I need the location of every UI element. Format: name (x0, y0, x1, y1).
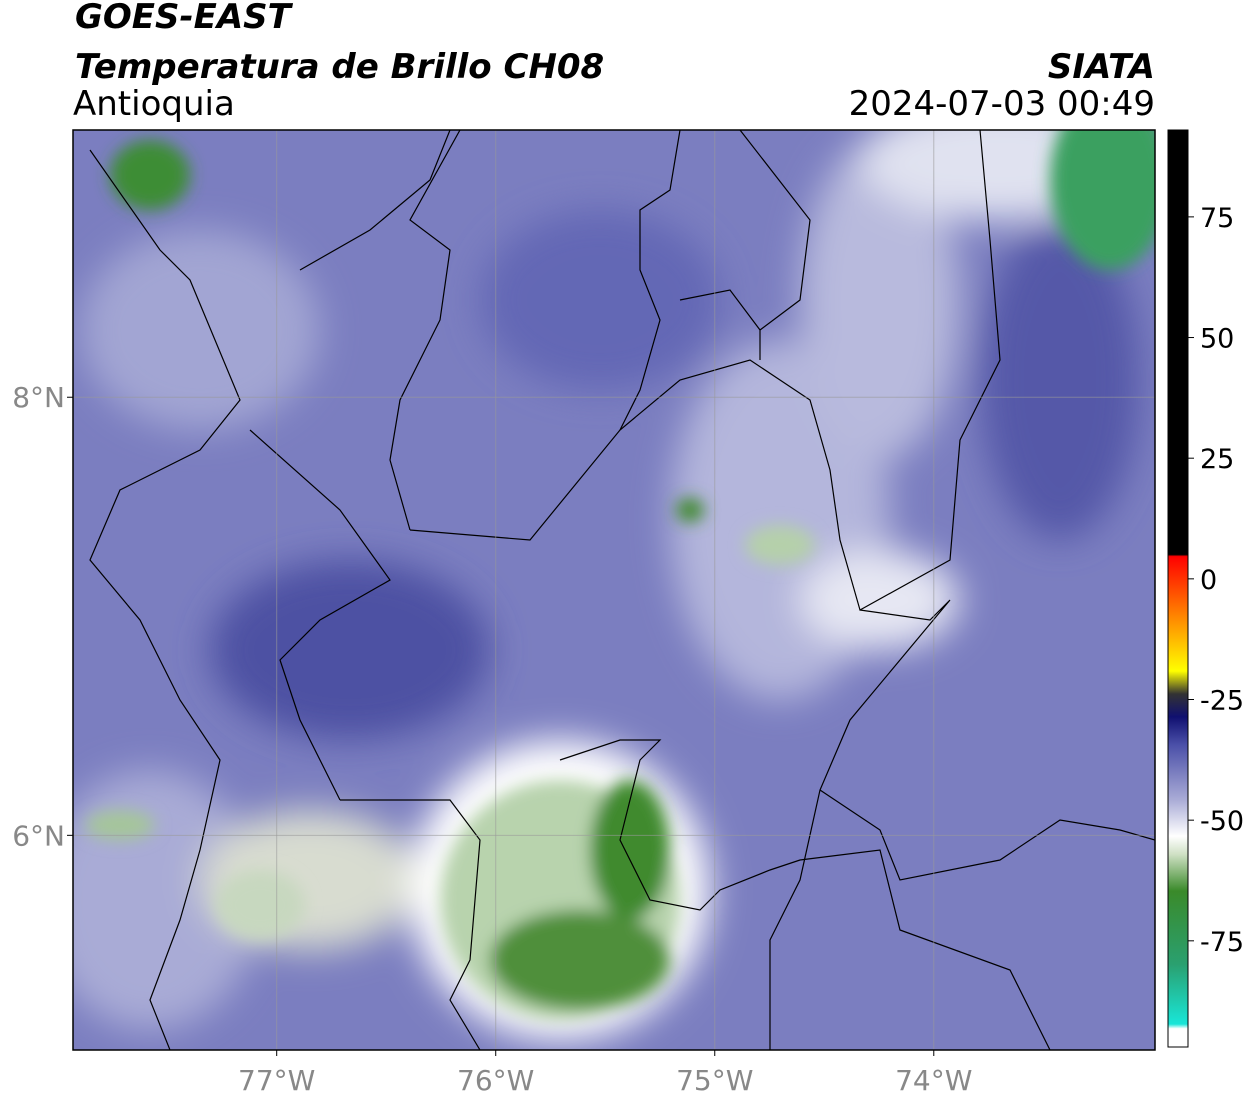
lat-tick-label: 8°N (12, 381, 65, 414)
lon-tick-label: 76°W (457, 1064, 534, 1097)
colorbar-tick-label: 75 (1200, 203, 1234, 234)
lat-tick-label: 6°N (12, 819, 65, 852)
colorbar-tick-label: 50 (1200, 324, 1234, 355)
region: Antioquia (73, 84, 235, 124)
grid (73, 130, 1155, 1050)
source: SIATA (1048, 47, 1155, 87)
satellite-image (73, 130, 1155, 1050)
colorbar-tick-label: -50 (1200, 806, 1244, 837)
colorbar-tick-label: -75 (1200, 927, 1244, 958)
datetime: 2024-07-03 00:49 (849, 84, 1155, 124)
colorbar-tick-label: 25 (1200, 444, 1234, 475)
lon-tick-label: 75°W (676, 1064, 753, 1097)
lon-tick-label: 74°W (895, 1064, 972, 1097)
colorbar-tick-label: 0 (1200, 565, 1217, 596)
colorbar (1167, 129, 1189, 1048)
title: GOES-EAST (75, 0, 294, 37)
map-frame (72, 129, 1156, 1051)
colorbar-tick-label: -25 (1200, 686, 1244, 717)
subtitle: Temperatura de Brillo CH08 (75, 47, 604, 87)
lon-tick-label: 77°W (238, 1064, 315, 1097)
